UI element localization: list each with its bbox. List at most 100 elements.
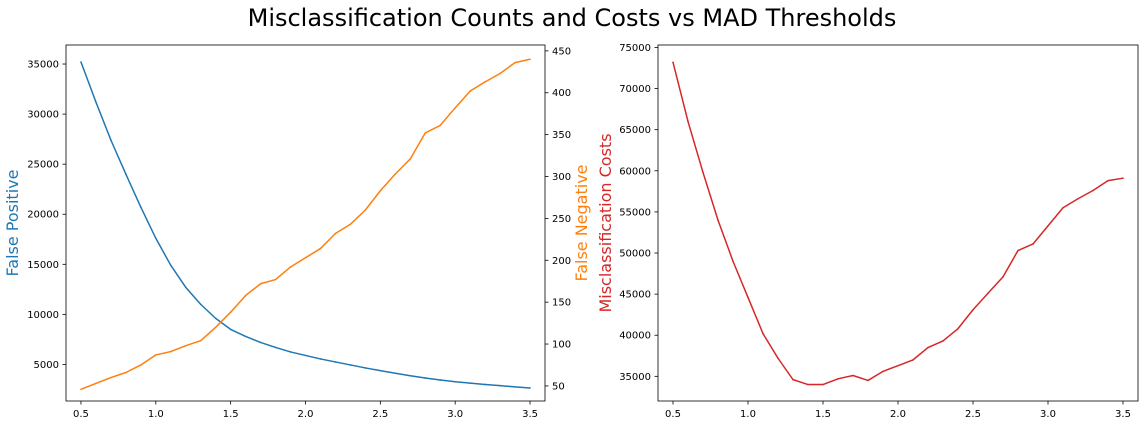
false-positive-point [155, 237, 157, 240]
false-negative-point [424, 132, 427, 134]
x-tick-label: 3.0 [1040, 409, 1056, 420]
right-plot-lines [672, 61, 1124, 386]
false-positive-point [424, 377, 427, 379]
misclassification-costs-point [1032, 243, 1034, 245]
y2-tick-label: 300 [552, 172, 571, 183]
y-tick-label: 35000 [619, 372, 651, 383]
misclassification-costs-point [972, 308, 974, 311]
y2-tick-label: 350 [552, 130, 571, 141]
x-tick-label: 2.5 [965, 409, 981, 420]
false-positive-point [439, 379, 442, 381]
false-negative-point [349, 223, 352, 226]
false-negative-point [319, 247, 322, 250]
false-positive-point [169, 264, 172, 267]
y-tick-label: 35000 [27, 60, 59, 71]
left-y-ticks: 5000 10000 15000 20000 25000 30000 35000 [27, 60, 66, 371]
misclassification-costs-point [852, 374, 854, 377]
false-positive-point [364, 367, 367, 369]
y2-tick-label: 250 [552, 214, 571, 225]
false-positive-point [334, 361, 337, 363]
y-tick-label: 50000 [619, 249, 651, 260]
misclassification-costs-point [702, 171, 704, 174]
false-negative-point [95, 382, 97, 385]
false-negative-point [364, 209, 367, 211]
false-positive-axis-label: False Positive [3, 170, 22, 277]
false-positive-point [125, 173, 127, 175]
false-negative-point [125, 371, 127, 374]
misclassification-costs-point [1017, 249, 1019, 252]
y-tick-label: 15000 [27, 260, 59, 271]
y2-tick-label: 150 [552, 298, 571, 309]
false-positive-point [80, 61, 82, 63]
false-positive-point [274, 346, 277, 349]
x-tick-label: 1.5 [815, 409, 831, 420]
false-negative-point [259, 282, 262, 285]
false-positive-point [379, 369, 382, 372]
false-negative-point [379, 189, 382, 192]
false-positive-point [214, 317, 217, 320]
false-negative-axis-label: False Negative [572, 164, 591, 281]
false-positive-point [484, 383, 486, 386]
right-plot-frame [657, 44, 1139, 402]
y-tick-label: 20000 [27, 210, 59, 221]
y-tick-label: 30000 [27, 110, 59, 121]
false-positive-point [229, 328, 232, 331]
left-plot-frame [65, 44, 546, 402]
false-positive-line [80, 61, 531, 389]
left-plot-lines [80, 58, 531, 391]
misclassification-costs-point [717, 219, 719, 221]
misclassification-costs-line [672, 62, 1124, 386]
misclassification-costs-point [1077, 197, 1079, 200]
x-tick-label: 1.5 [223, 409, 239, 420]
false-negative-point [274, 278, 277, 281]
y-tick-label: 5000 [34, 360, 59, 371]
false-positive-point [289, 351, 292, 353]
x-tick-label: 2.0 [298, 409, 314, 420]
false-negative-point [229, 311, 232, 314]
right-panel-y-ticks: 35000 40000 45000 50000 55000 60000 65000 70000… [619, 43, 658, 383]
left-panel: 0.5 1.0 1.5 2.0 2.5 3.0 3.5 500010000150002000… [3, 44, 591, 420]
false-negative-point [214, 326, 217, 329]
false-positive-point [140, 206, 142, 209]
misclassification-costs-point [1107, 179, 1109, 182]
left-x-ticks: 0.5 1.0 1.5 2.0 2.5 3.0 3.5 [73, 401, 538, 420]
false-positive-point [454, 380, 456, 383]
false-negative-point [514, 61, 516, 64]
false-positive-point [259, 341, 262, 344]
y-tick-label: 45000 [619, 290, 651, 301]
false-positive-point [514, 386, 516, 388]
misclassification-costs-point [867, 379, 869, 382]
false-negative-point [484, 81, 486, 83]
y-tick-label: 75000 [619, 43, 651, 54]
y-tick-label: 55000 [619, 207, 651, 218]
false-positive-point [394, 372, 397, 375]
right-y-ticks: 50 100 150 200 250 300 350 400 450 [545, 46, 571, 392]
misclassification-costs-point [1002, 276, 1004, 278]
false-negative-point [529, 58, 531, 61]
misclassification-costs-point [957, 327, 959, 330]
misclassification-costs-point [732, 260, 734, 263]
false-positive-point [349, 364, 352, 366]
misclassification-costs-point [927, 346, 929, 349]
x-tick-label: 2.5 [372, 409, 388, 420]
false-negative-point [289, 266, 292, 268]
y2-tick-label: 100 [552, 340, 571, 351]
false-negative-point [80, 388, 82, 391]
false-negative-point [184, 344, 187, 347]
misclassification-costs-point [762, 332, 764, 335]
false-negative-point [304, 256, 307, 259]
figure-title: Misclassification Counts and Costs vs MA… [248, 4, 897, 32]
misclassification-costs-point [1047, 225, 1049, 227]
misclassification-costs-point [897, 364, 899, 367]
false-negative-point [499, 72, 501, 75]
y-tick-label: 10000 [27, 310, 59, 321]
false-negative-point [155, 354, 157, 356]
false-negative-point [169, 350, 172, 353]
misclassification-costs-point [942, 340, 944, 342]
false-positive-point [409, 374, 412, 377]
misclassification-costs-point [777, 357, 779, 360]
misclassification-costs-point [672, 61, 674, 64]
false-negative-point [334, 232, 337, 235]
misclassification-costs-point [912, 359, 914, 361]
false-positive-point [304, 354, 307, 357]
